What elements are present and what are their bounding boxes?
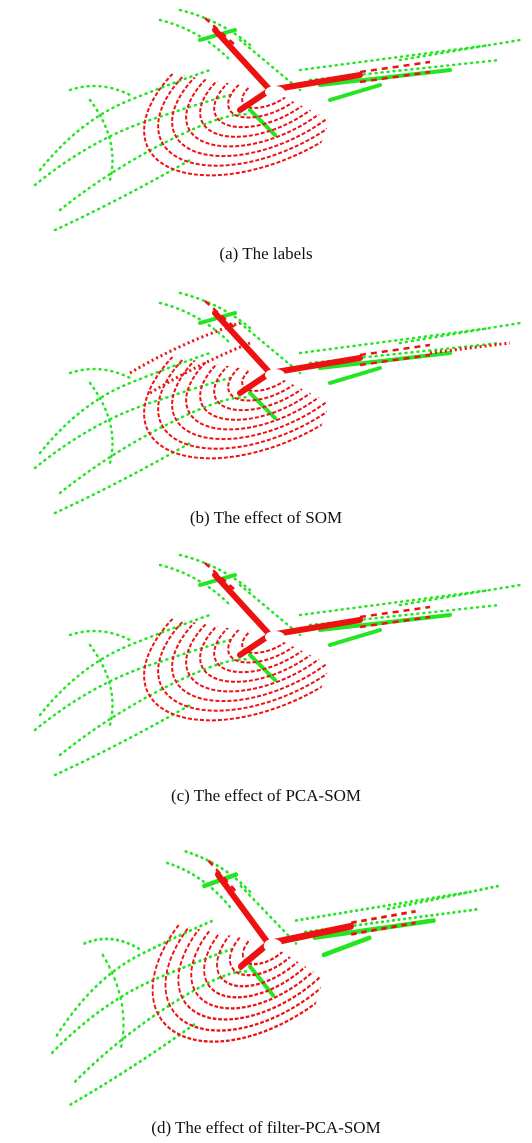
point-cloud-d xyxy=(0,830,532,1110)
point-cloud-a xyxy=(0,0,532,240)
extra-red xyxy=(129,321,511,395)
point-cloud-c xyxy=(0,545,532,795)
cloud xyxy=(35,545,520,775)
cloud xyxy=(35,0,520,230)
caption: (c) The effect of PCA-SOM xyxy=(170,786,362,805)
cloud xyxy=(35,283,520,513)
cloud-group xyxy=(52,830,498,1105)
caption: (d) The effect of filter-PCA-SOM xyxy=(151,1118,381,1137)
caption: (a) The labels xyxy=(219,244,313,263)
caption: (b) The effect of SOM xyxy=(189,508,343,527)
cloud xyxy=(52,830,498,1105)
point-cloud-b xyxy=(0,283,532,523)
